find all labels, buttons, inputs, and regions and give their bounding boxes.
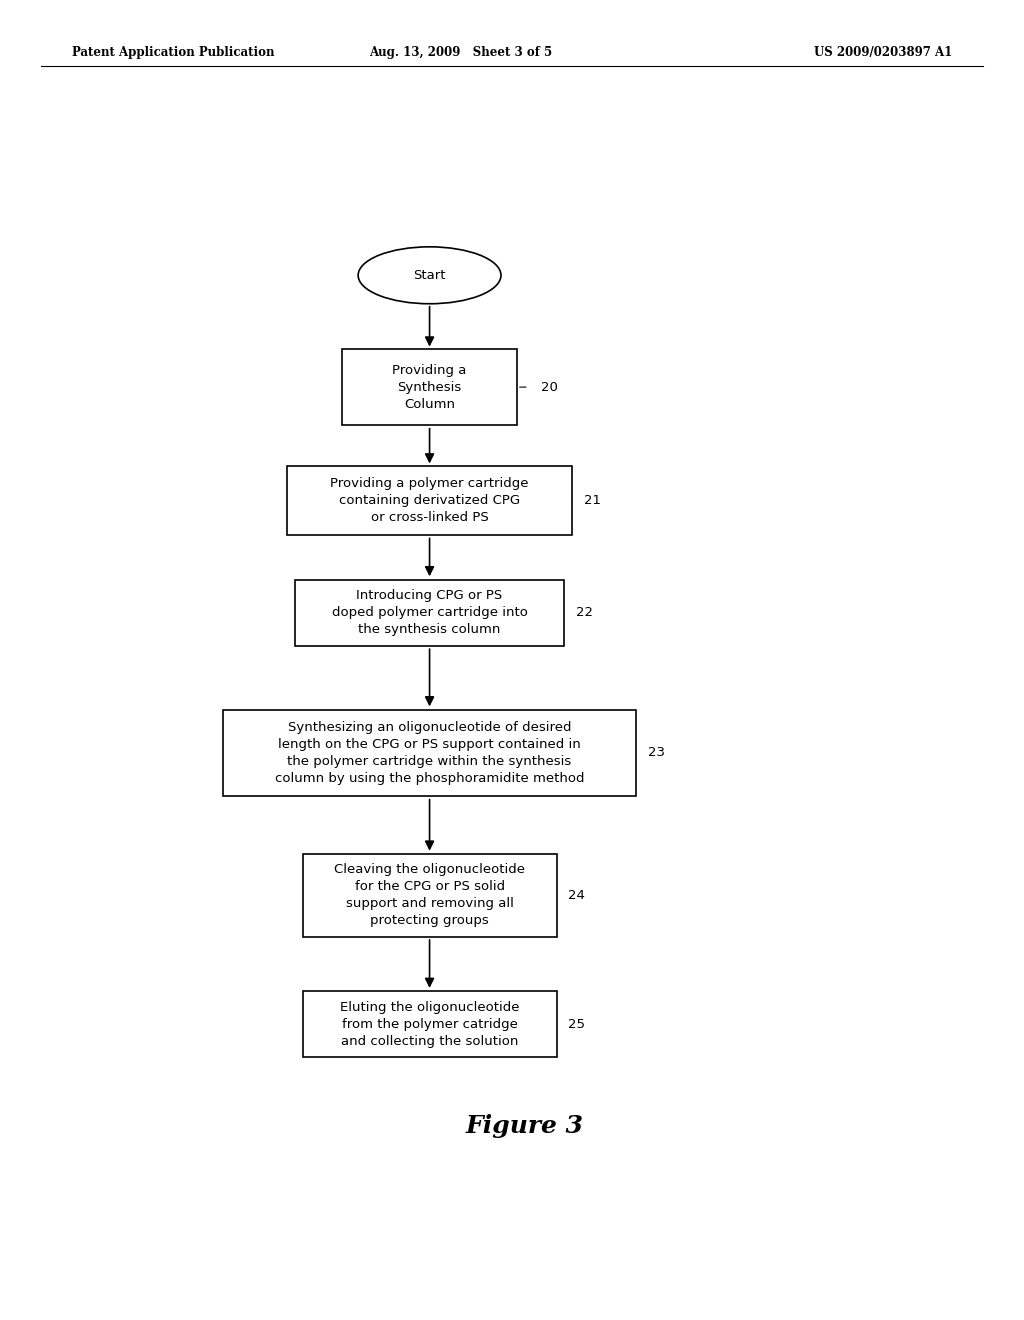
Bar: [303, 854, 557, 937]
Text: Providing a
Synthesis
Column: Providing a Synthesis Column: [392, 363, 467, 411]
Text: 24: 24: [568, 888, 586, 902]
Bar: [223, 710, 636, 796]
Text: 23: 23: [648, 747, 665, 759]
Text: Eluting the oligonucleotide
from the polymer catridge
and collecting the solutio: Eluting the oligonucleotide from the pol…: [340, 1001, 519, 1048]
Text: Aug. 13, 2009   Sheet 3 of 5: Aug. 13, 2009 Sheet 3 of 5: [370, 46, 552, 59]
Text: US 2009/0203897 A1: US 2009/0203897 A1: [814, 46, 952, 59]
Bar: [303, 991, 557, 1057]
Text: 22: 22: [577, 606, 593, 619]
Text: Figure 3: Figure 3: [466, 1114, 584, 1138]
Bar: [342, 348, 517, 425]
Text: Synthesizing an oligonucleotide of desired
length on the CPG or PS support conta: Synthesizing an oligonucleotide of desir…: [274, 721, 585, 785]
Text: 21: 21: [585, 495, 601, 507]
Text: Cleaving the oligonucleotide
for the CPG or PS solid
support and removing all
pr: Cleaving the oligonucleotide for the CPG…: [334, 863, 525, 927]
Ellipse shape: [358, 247, 501, 304]
Bar: [287, 466, 572, 536]
Text: Introducing CPG or PS
doped polymer cartridge into
the synthesis column: Introducing CPG or PS doped polymer cart…: [332, 589, 527, 636]
Text: Start: Start: [414, 269, 445, 281]
Text: 20: 20: [541, 380, 557, 393]
Text: 25: 25: [568, 1018, 586, 1031]
Text: Patent Application Publication: Patent Application Publication: [72, 46, 274, 59]
Text: Providing a polymer cartridge
containing derivatized CPG
or cross-linked PS: Providing a polymer cartridge containing…: [331, 478, 528, 524]
Bar: [295, 579, 564, 645]
